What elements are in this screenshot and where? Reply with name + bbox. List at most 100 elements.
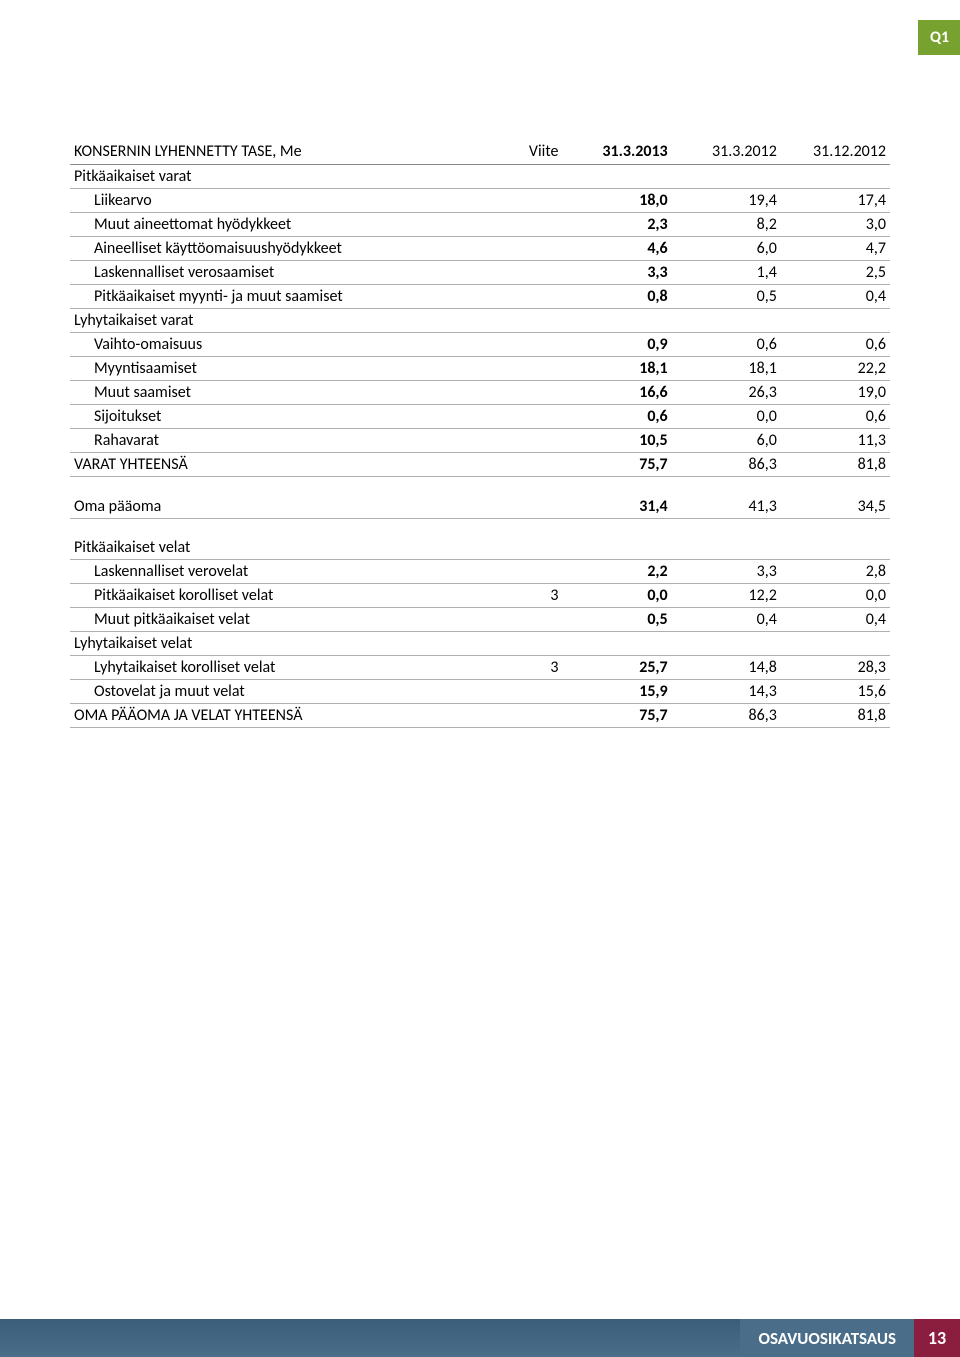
table-row: Pitkäaikaiset myynti- ja muut saamiset0,…: [70, 285, 890, 309]
row-label: Laskennalliset verosaamiset: [70, 261, 497, 285]
table-row: Pitkäaikaiset varat: [70, 165, 890, 189]
row-value-2: 18,1: [672, 357, 781, 381]
spacer-cell: [70, 477, 890, 495]
table-row: Lyhytaikaiset velat: [70, 632, 890, 656]
table-row: Oma pääoma 31,441,334,5: [70, 495, 890, 519]
table-row: Ostovelat ja muut velat 15,914,315,6: [70, 680, 890, 704]
row-viite: [497, 165, 563, 189]
row-value-1: [563, 165, 672, 189]
row-viite: [497, 381, 563, 405]
row-value-1: 0,5: [563, 608, 672, 632]
row-label: Lyhytaikaiset velat: [70, 632, 497, 656]
row-value-1: 10,5: [563, 429, 672, 453]
col-viite: Viite: [497, 140, 563, 165]
row-value-2: 14,8: [672, 656, 781, 680]
table-body: Pitkäaikaiset varatLiikearvo18,019,417,4…: [70, 165, 890, 728]
row-value-1: 25,7: [563, 656, 672, 680]
footer-page-number: 13: [914, 1319, 960, 1357]
row-value-3: 0,0: [781, 584, 890, 608]
row-value-1: 0,6: [563, 405, 672, 429]
row-value-3: 34,5: [781, 495, 890, 519]
row-label: VARAT YHTEENSÄ: [70, 453, 497, 477]
row-label: Lyhytaikaiset korolliset velat: [70, 656, 497, 680]
row-value-2: 1,4: [672, 261, 781, 285]
row-label: Pitkäaikaiset velat: [70, 536, 497, 560]
table-row: [70, 518, 890, 536]
row-viite: [497, 453, 563, 477]
table-row: Laskennalliset verovelat2,23,32,8: [70, 560, 890, 584]
row-value-3: 15,6: [781, 680, 890, 704]
row-value-1: [563, 309, 672, 333]
table-row: Vaihto-omaisuus0,90,60,6: [70, 333, 890, 357]
row-value-1: 75,7: [563, 704, 672, 728]
row-value-2: [672, 309, 781, 333]
row-value-1: 15,9: [563, 680, 672, 704]
row-value-2: 86,3: [672, 453, 781, 477]
row-value-3: [781, 165, 890, 189]
row-value-3: 0,4: [781, 285, 890, 309]
row-label: Ostovelat ja muut velat: [70, 680, 497, 704]
row-value-3: [781, 632, 890, 656]
row-value-2: 26,3: [672, 381, 781, 405]
table-row: Muut saamiset16,626,319,0: [70, 381, 890, 405]
table-row: Aineelliset käyttöomaisuushyödykkeet4,66…: [70, 237, 890, 261]
row-label: Rahavarat: [70, 429, 497, 453]
row-viite: [497, 495, 563, 519]
row-value-1: 18,0: [563, 189, 672, 213]
row-label: Oma pääoma: [70, 495, 497, 519]
row-label: Lyhytaikaiset varat: [70, 309, 497, 333]
row-value-1: 18,1: [563, 357, 672, 381]
page-content: KONSERNIN LYHENNETTY TASE, Me Viite 31.3…: [0, 0, 960, 728]
row-value-2: [672, 632, 781, 656]
row-viite: [497, 680, 563, 704]
row-value-3: 2,5: [781, 261, 890, 285]
table-row: OMA PÄÄOMA JA VELAT YHTEENSÄ75,786,381,8: [70, 704, 890, 728]
row-value-2: [672, 165, 781, 189]
row-value-2: [672, 536, 781, 560]
table-row: [70, 477, 890, 495]
row-viite: [497, 632, 563, 656]
row-value-3: 11,3: [781, 429, 890, 453]
row-viite: [497, 357, 563, 381]
row-value-2: 0,6: [672, 333, 781, 357]
row-value-1: 0,8: [563, 285, 672, 309]
balance-sheet-table: KONSERNIN LYHENNETTY TASE, Me Viite 31.3…: [70, 140, 890, 728]
row-value-2: 0,4: [672, 608, 781, 632]
row-label: Pitkäaikaiset korolliset velat: [70, 584, 497, 608]
row-value-2: 41,3: [672, 495, 781, 519]
row-value-1: 4,6: [563, 237, 672, 261]
table-row: Lyhytaikaiset korolliset velat325,714,82…: [70, 656, 890, 680]
row-label: Vaihto-omaisuus: [70, 333, 497, 357]
row-value-2: 14,3: [672, 680, 781, 704]
footer-stripe: [0, 1319, 740, 1357]
row-value-3: 17,4: [781, 189, 890, 213]
q1-badge: Q1: [918, 20, 960, 55]
row-value-2: 86,3: [672, 704, 781, 728]
row-label: Liikearvo: [70, 189, 497, 213]
row-viite: [497, 536, 563, 560]
row-value-1: 2,2: [563, 560, 672, 584]
footer-label: OSAVUOSIKATSAUS: [740, 1319, 914, 1357]
row-value-1: [563, 536, 672, 560]
row-value-1: 31,4: [563, 495, 672, 519]
table-header-row: KONSERNIN LYHENNETTY TASE, Me Viite 31.3…: [70, 140, 890, 165]
row-value-3: 81,8: [781, 453, 890, 477]
row-viite: [497, 608, 563, 632]
row-viite: [497, 560, 563, 584]
row-value-3: 19,0: [781, 381, 890, 405]
row-value-2: 12,2: [672, 584, 781, 608]
col-date-2: 31.3.2012: [672, 140, 781, 165]
table-row: Rahavarat10,56,011,3: [70, 429, 890, 453]
col-date-3: 31.12.2012: [781, 140, 890, 165]
row-value-1: 3,3: [563, 261, 672, 285]
table-row: Lyhytaikaiset varat: [70, 309, 890, 333]
footer-bar: OSAVUOSIKATSAUS 13: [0, 1319, 960, 1357]
col-date-1: 31.3.2013: [563, 140, 672, 165]
row-viite: 3: [497, 584, 563, 608]
table-row: Muut pitkäaikaiset velat0,50,40,4: [70, 608, 890, 632]
row-value-2: 0,5: [672, 285, 781, 309]
table-title: KONSERNIN LYHENNETTY TASE, Me: [70, 140, 497, 165]
row-label: Muut saamiset: [70, 381, 497, 405]
row-value-3: 22,2: [781, 357, 890, 381]
row-value-1: 2,3: [563, 213, 672, 237]
